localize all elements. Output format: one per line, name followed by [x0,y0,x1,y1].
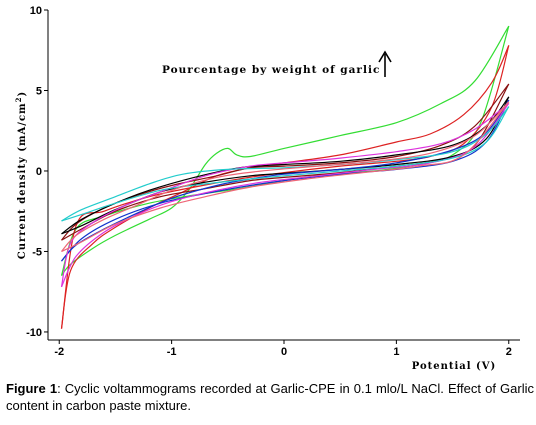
curves-layer [60,25,510,329]
y-tick-label: -10 [26,327,42,339]
y-tick-label: 0 [36,166,42,178]
caption-text: : Cyclic voltammograms recorded at Garli… [6,381,534,413]
caption-label: Figure 1 [6,381,58,396]
y-axis-label: Current density (mA/cm2) [14,91,28,259]
series-8-reverse-line [61,101,510,253]
series-6-forward-line [60,102,510,288]
x-tick-label: -2 [54,346,64,358]
series-6-reverse-line [60,103,510,288]
y-tick-label: 5 [36,85,42,97]
x-tick-label: 2 [506,346,512,358]
series-8-forward-line [61,101,510,252]
series-2-reverse-line [60,45,510,329]
series-2 [60,45,510,329]
x-axis-label: Potential (V) [412,361,497,372]
x-tick-label: 0 [281,346,287,358]
series-7-forward-line [61,106,510,222]
figure-caption: Figure 1: Cyclic voltammograms recorded … [6,380,534,414]
series-1-forward-line [61,25,510,276]
series-7-reverse-line [61,106,510,222]
series-2-forward-line [60,45,510,329]
annotation-text: Pourcentage by weight of garlic [162,64,380,76]
up-arrow [378,50,392,77]
axes-layer [47,10,520,341]
series-5 [61,99,510,262]
series-6 [60,102,510,288]
x-tick-label: 1 [393,346,399,358]
x-tick-label: -1 [167,346,177,358]
series-5-reverse-line [61,99,510,262]
y-tick-label: -5 [32,246,42,258]
y-tick-label: 10 [30,5,42,17]
series-8 [61,101,510,253]
series-7 [61,106,510,222]
